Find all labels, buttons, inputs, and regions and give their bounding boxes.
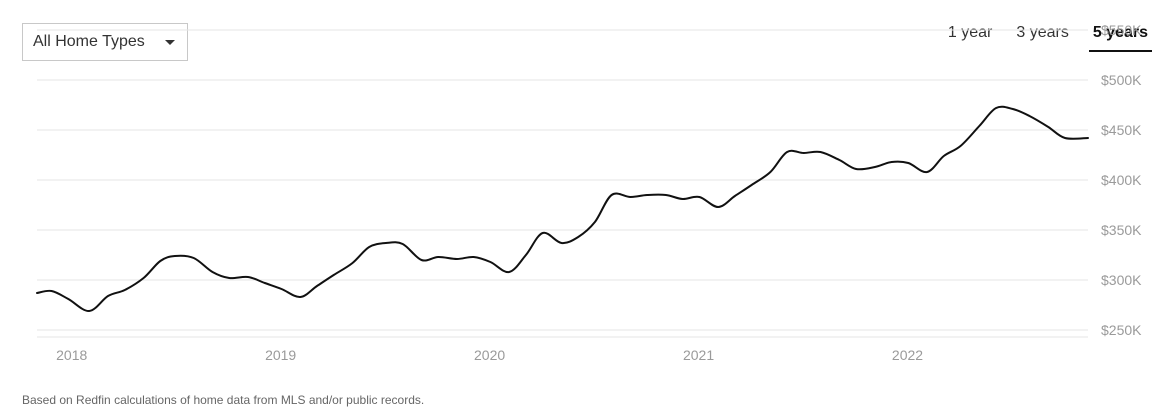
y-axis: $250K $300K $350K $400K $450K $500K $550K <box>1101 22 1142 338</box>
x-tick-label: 2022 <box>892 347 923 363</box>
series-line-0 <box>36 105 1089 312</box>
y-tick-label: $450K <box>1101 122 1142 138</box>
data-source-footnote: Based on Redfin calculations of home dat… <box>22 393 425 407</box>
tab-5-years[interactable]: 5 years <box>1088 22 1152 52</box>
time-range-tabs: 1 year 3 years 5 years <box>928 22 1152 52</box>
tab-3-years[interactable]: 3 years <box>1016 24 1069 41</box>
home-type-dropdown-label: All Home Types <box>33 33 145 50</box>
home-type-dropdown[interactable]: All Home Types <box>22 23 188 61</box>
y-tick-label: $300K <box>1101 272 1142 288</box>
caret-down-icon <box>165 40 175 45</box>
y-tick-label: $500K <box>1101 72 1142 88</box>
series-layer <box>36 105 1089 312</box>
y-tick-label: $550K <box>1101 22 1142 38</box>
x-tick-label: 2019 <box>265 347 296 363</box>
grid-lines <box>37 29 1088 338</box>
x-tick-label: 2020 <box>474 347 505 363</box>
y-tick-label: $250K <box>1101 322 1142 338</box>
x-tick-label: 2018 <box>56 347 87 363</box>
y-tick-label: $350K <box>1101 222 1142 238</box>
tab-1-year[interactable]: 1 year <box>947 24 993 41</box>
y-tick-label: $400K <box>1101 172 1142 188</box>
x-axis: 2018 2019 2020 2021 2022 <box>56 347 923 363</box>
x-tick-label: 2021 <box>683 347 714 363</box>
price-trend-chart: $250K $300K $350K $400K $450K $500K $550K 2018… <box>36 22 1142 363</box>
